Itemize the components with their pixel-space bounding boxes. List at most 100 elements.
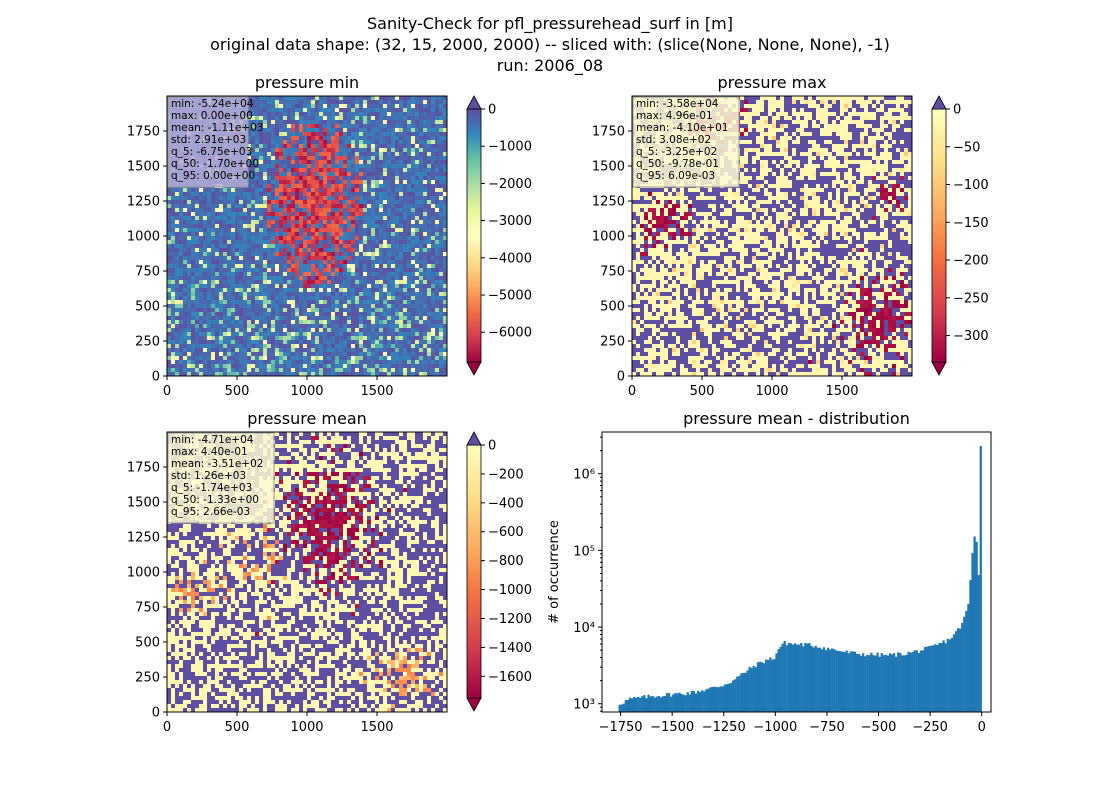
heatmap-cell [319, 180, 323, 184]
heatmap-cell [279, 132, 283, 136]
heatmap-cell [287, 300, 291, 304]
heatmap-cell [323, 340, 327, 344]
heatmap-cell [379, 124, 383, 128]
heatmap-cell [399, 220, 403, 224]
heatmap-cell [175, 276, 179, 280]
heatmap-cell [439, 228, 443, 232]
heatmap-cell [399, 348, 403, 352]
heatmap-cell [335, 304, 339, 308]
heatmap-cell [379, 104, 383, 108]
heatmap-cell [183, 188, 187, 192]
heatmap-cell [347, 100, 351, 104]
heatmap-cell [275, 256, 279, 260]
heatmap-cell [371, 216, 375, 220]
heatmap-cell [239, 200, 243, 204]
heatmap-cell [347, 216, 351, 220]
heatmap-cell [167, 324, 171, 328]
heatmap-cell [207, 196, 211, 200]
heatmap-cell [347, 200, 351, 204]
heatmap-cell [379, 196, 383, 200]
heatmap-cell [347, 96, 351, 100]
heatmap-cell [203, 332, 207, 336]
heatmap-cell [431, 160, 435, 164]
heatmap-cell [195, 336, 199, 340]
heatmap-cell [207, 264, 211, 268]
heatmap-cell [439, 200, 443, 204]
heatmap-cell [271, 368, 275, 372]
heatmap-cell [303, 240, 307, 244]
heatmap-cell [335, 256, 339, 260]
heatmap-cell [195, 368, 199, 372]
heatmap-cell [383, 288, 387, 292]
heatmap-cell [411, 144, 415, 148]
heatmap-cell [283, 160, 287, 164]
heatmap-cell [251, 364, 255, 368]
heatmap-cell [259, 316, 263, 320]
heatmap-cell [403, 236, 407, 240]
heatmap-cell [271, 160, 275, 164]
heatmap-cell [303, 184, 307, 188]
heatmap-cell [299, 308, 303, 312]
heatmap-cell [395, 160, 399, 164]
heatmap-cell [295, 108, 299, 112]
heatmap-cell [295, 188, 299, 192]
heatmap-cell [335, 100, 339, 104]
heatmap-cell [303, 100, 307, 104]
heatmap-cell [319, 316, 323, 320]
heatmap-cell [211, 296, 215, 300]
heatmap-cell [327, 192, 331, 196]
heatmap-cell [415, 184, 419, 188]
heatmap-cell [335, 128, 339, 132]
heatmap-cell [167, 232, 171, 236]
heatmap-cell [199, 256, 203, 260]
heatmap-cell [175, 260, 179, 264]
heatmap-cell [367, 120, 371, 124]
heatmap-cell [307, 344, 311, 348]
heatmap-cell [431, 180, 435, 184]
heatmap-cell [327, 296, 331, 300]
heatmap-cell [263, 212, 267, 216]
heatmap-cell [303, 360, 307, 364]
heatmap-cell [179, 340, 183, 344]
heatmap-cell [379, 304, 383, 308]
heatmap-cell [199, 292, 203, 296]
heatmap-cell [187, 224, 191, 228]
heatmap-cell [295, 340, 299, 344]
heatmap-cell [239, 364, 243, 368]
heatmap-cell [367, 156, 371, 160]
heatmap-cell [351, 184, 355, 188]
heatmap-cell [195, 344, 199, 348]
heatmap-cell [347, 292, 351, 296]
heatmap-cell [315, 284, 319, 288]
heatmap-cell [415, 308, 419, 312]
heatmap-cell [251, 324, 255, 328]
heatmap-cell [307, 208, 311, 212]
heatmap-cell [207, 324, 211, 328]
heatmap-cell [780, 96, 784, 100]
heatmap-cell [219, 208, 223, 212]
heatmap-cell [299, 116, 303, 120]
heatmap-cell [399, 96, 403, 100]
heatmap-cell [291, 192, 295, 196]
heatmap-cell [231, 248, 235, 252]
heatmap-cell [327, 264, 331, 268]
heatmap-cell [347, 152, 351, 156]
heatmap-cell [395, 120, 399, 124]
heatmap-cell [219, 272, 223, 276]
heatmap-cell [199, 204, 203, 208]
heatmap-cell [339, 184, 343, 188]
heatmap-cell [399, 276, 403, 280]
heatmap-cell [411, 164, 415, 168]
heatmap-cell [339, 300, 343, 304]
heatmap-cell [391, 212, 395, 216]
heatmap-cell [379, 232, 383, 236]
heatmap-cell [399, 312, 403, 316]
heatmap-cell [371, 284, 375, 288]
heatmap-cell [307, 128, 311, 132]
heatmap-cell [215, 260, 219, 264]
heatmap-cell [343, 328, 347, 332]
heatmap-cell [227, 192, 231, 196]
heatmap-cell [215, 340, 219, 344]
heatmap-cell [187, 336, 191, 340]
heatmap-cell [359, 228, 363, 232]
